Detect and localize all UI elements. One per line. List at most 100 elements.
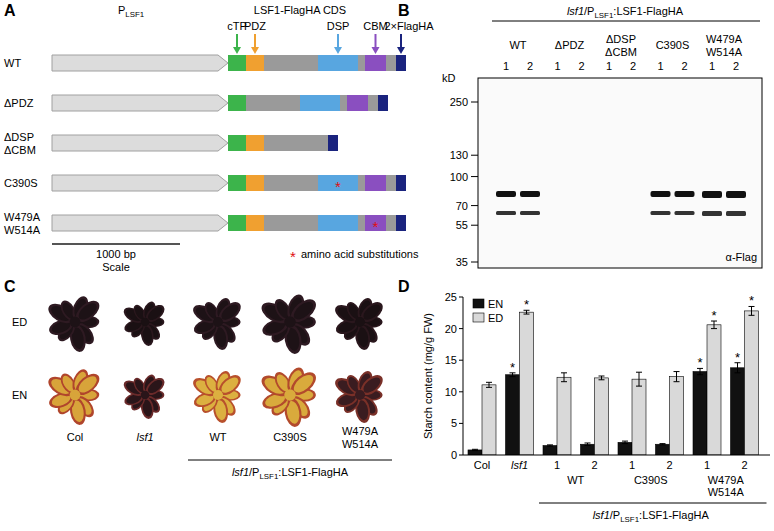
lane-group: ΔDSP (606, 33, 636, 45)
domain-label: 2×FlagHA (384, 20, 434, 32)
domain (365, 55, 386, 71)
promoter (52, 55, 228, 71)
error-cap (510, 376, 516, 377)
domain (246, 55, 264, 71)
significance: * (749, 293, 754, 308)
linker (318, 135, 328, 151)
bar (693, 372, 707, 455)
domain (246, 215, 264, 231)
error-cap (660, 443, 666, 444)
error-stem (564, 373, 565, 382)
column-label: WT (209, 431, 226, 443)
error-stem (601, 376, 602, 380)
cds-title: LSF1-FlagHA CDS (254, 4, 346, 16)
promoter (52, 95, 228, 111)
marker-tick (471, 176, 478, 177)
rosette (332, 296, 386, 351)
rosette-center (141, 391, 150, 400)
rosette (332, 369, 386, 424)
blot (478, 78, 762, 268)
rosette (258, 292, 320, 355)
construct-name: ΔDSP (4, 131, 34, 143)
domain (347, 95, 368, 111)
error-bar (561, 373, 567, 382)
error-bar (585, 443, 591, 446)
marker-tick (471, 262, 478, 263)
linker (386, 55, 396, 71)
rosette-center (70, 390, 81, 401)
promoter (52, 175, 228, 191)
bracket-label: lsf1/PLSF1:LSF1-FlagHA (232, 466, 349, 481)
bar (707, 325, 721, 455)
bar (468, 450, 482, 455)
error-cap (561, 381, 567, 382)
bar (557, 377, 571, 455)
x-axis (463, 455, 770, 456)
band (675, 211, 695, 215)
domain-arrowhead (397, 47, 405, 54)
error-cap (486, 382, 492, 383)
lane-group: C390S (656, 39, 690, 51)
domain-arrow (337, 34, 339, 48)
bar (595, 378, 609, 455)
bar (745, 311, 759, 455)
rosette (45, 367, 103, 426)
substitution-star: * (373, 218, 379, 235)
error-cap (472, 449, 478, 450)
bracket (539, 503, 767, 504)
rosette (121, 300, 168, 347)
y-tick-label: 15 (445, 354, 457, 366)
legend-label: ED (488, 312, 503, 324)
domain-label: PDZ (244, 20, 266, 32)
lane-number: 2 (733, 60, 739, 72)
domain (246, 175, 264, 191)
panel-label: C (4, 278, 16, 295)
domain (365, 175, 386, 191)
marker-label: 70 (456, 200, 468, 212)
error-bar (599, 376, 605, 380)
lane-group: W479A (706, 33, 743, 45)
domain (246, 135, 264, 151)
lane-group: WT (509, 39, 526, 51)
rosette (45, 294, 103, 353)
lane-group: W514A (706, 46, 743, 58)
scale-value: 1000 bp (96, 248, 136, 260)
marker-tick (471, 155, 478, 156)
figure: APLSF1LSF1-FlagHA CDSWTΔPDZΔDSPΔCBMC390S… (0, 0, 774, 531)
marker-tick (471, 225, 478, 226)
domain-arrowhead (372, 47, 380, 54)
rosette-center (284, 389, 296, 401)
error-bar (660, 444, 666, 445)
blot-title: lsf1/PLSF1:LSF1-FlagHA (567, 5, 684, 20)
label-part: lsf1 (593, 509, 610, 521)
panel-label: B (398, 2, 410, 19)
title-rule (492, 21, 760, 22)
significance: * (735, 350, 740, 365)
group-label: C390S (634, 474, 668, 486)
marker-label: 55 (456, 219, 468, 231)
column-label: W479A (342, 425, 379, 437)
x-tick-label: Col (474, 459, 491, 471)
error-stem (676, 372, 677, 382)
lane-number: 1 (709, 60, 715, 72)
scale-bar (52, 243, 180, 245)
marker-label: 35 (456, 256, 468, 268)
lane-group: ΔCBM (605, 46, 637, 58)
error-cap (636, 372, 642, 373)
linker (340, 95, 347, 111)
significance: * (711, 308, 716, 323)
linker (386, 215, 396, 231)
error-cap (674, 371, 680, 372)
legend-note: amino acid substitutions (301, 248, 419, 260)
row-label: EN (12, 389, 27, 401)
rosette (258, 365, 320, 428)
domain (396, 55, 406, 71)
y-tick (459, 391, 463, 392)
error-cap (585, 442, 591, 443)
marker-label: 100 (450, 171, 468, 183)
antibody-label: α-Flag (726, 251, 757, 263)
legend-swatch (473, 299, 484, 308)
error-cap (711, 328, 717, 329)
bar (543, 446, 557, 455)
domain (318, 215, 358, 231)
